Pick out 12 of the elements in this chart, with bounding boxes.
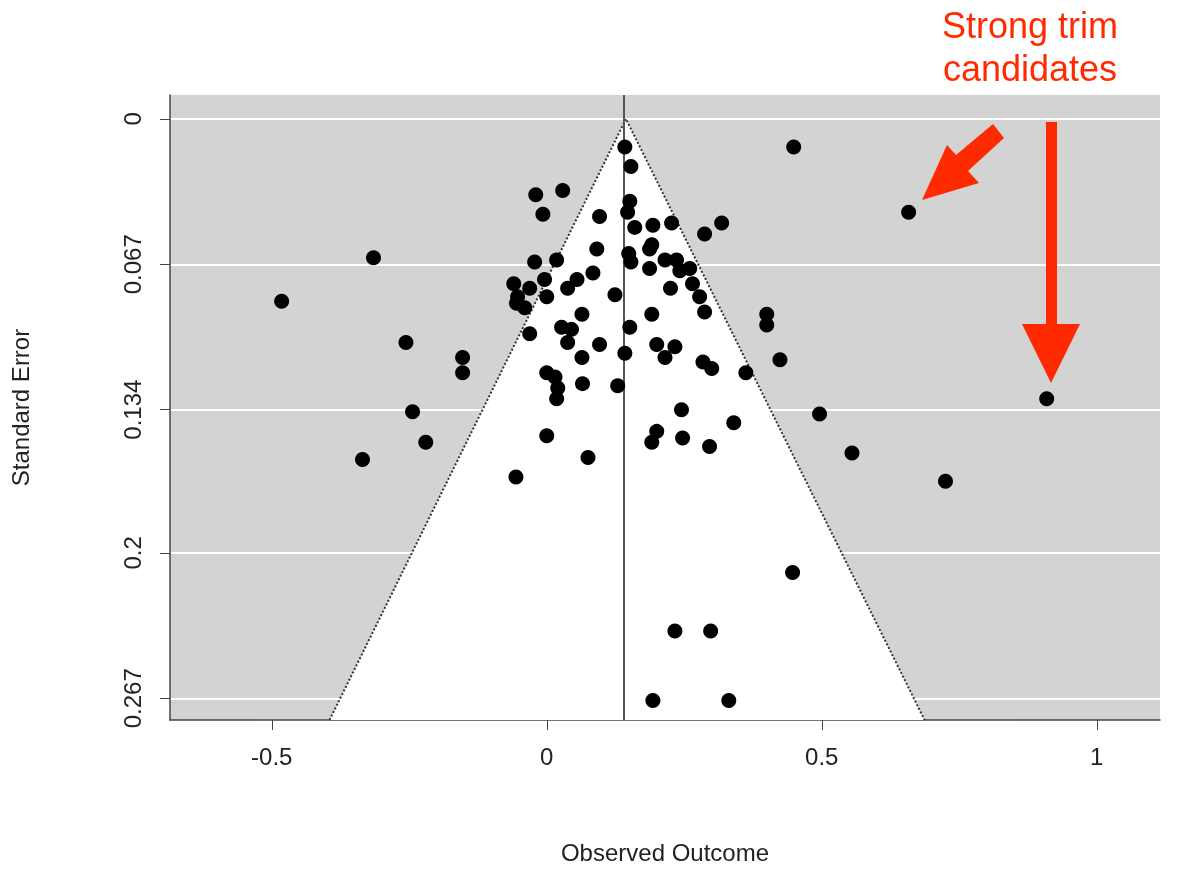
x-axis-title: Observed Outcome (560, 838, 770, 866)
x-tick-label: 1 (1090, 742, 1104, 770)
text: Strong trim candidates (940, 4, 1119, 90)
y-tick-label: 0 (118, 112, 146, 126)
x-tick-label: -0.5 (251, 742, 293, 770)
x-tick-label: 0.5 (805, 742, 839, 770)
y-tick-label: 0.2 (118, 536, 146, 570)
x-tick-label: 0 (540, 742, 554, 770)
y-tick-label: 0.267 (118, 668, 146, 729)
y-tick-label: 0.134 (118, 379, 146, 440)
y-tick-label: 0.067 (118, 234, 146, 295)
y-axis-title: Standard Error (6, 328, 34, 487)
